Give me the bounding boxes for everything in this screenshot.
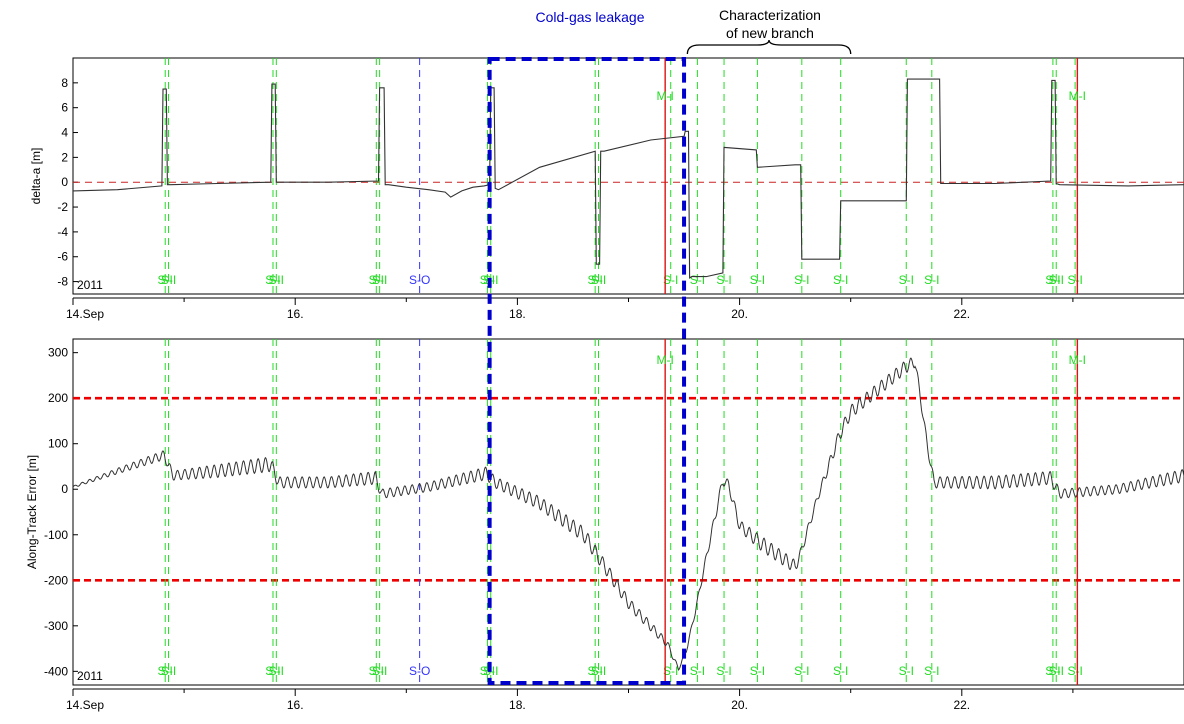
event-marker-label: S-I xyxy=(269,273,284,287)
threshold-lines xyxy=(73,396,1184,582)
event-marker-label: S-I xyxy=(591,664,606,678)
event-marker-label: S-I xyxy=(1049,664,1064,678)
maneuver-label: M-I xyxy=(656,353,673,367)
delta-a-maneuver-markers: M-I M-I xyxy=(656,58,1086,294)
maneuver-label: M-I xyxy=(1069,89,1086,103)
x-tick-label: 16. xyxy=(287,698,304,712)
event-marker-label: S-I xyxy=(794,664,809,678)
event-marker-label: S-I xyxy=(1045,273,1060,287)
leakage-annotation: Cold-gas leakage xyxy=(536,9,645,25)
event-marker-label: S-I xyxy=(161,273,176,287)
event-marker-label: S-I xyxy=(158,664,173,678)
y-tick-label: 100 xyxy=(48,437,68,451)
along-track-series-line xyxy=(72,357,1184,671)
y-tick-label: 8 xyxy=(61,76,68,90)
branch-annotation-line1: Characterization xyxy=(719,7,821,23)
event-marker-label: S-I xyxy=(1045,664,1060,678)
event-marker-label: S-I xyxy=(663,664,678,678)
y-tick-label: 2 xyxy=(61,150,68,164)
x-tick-label: 20. xyxy=(731,698,748,712)
along-track-maneuver-markers: M-I M-I xyxy=(656,339,1086,685)
along-track-panel: -400 -300 -200 -100 0 100 200 300 14.Sep 16. 18. 2… xyxy=(25,338,1184,712)
event-marker-label: S-O xyxy=(409,273,430,287)
x-tick-label: 14.Sep xyxy=(66,307,104,321)
event-marker-label: S-O xyxy=(409,664,430,678)
event-marker-label: S-I xyxy=(1067,273,1082,287)
y-tick-label: -6 xyxy=(57,250,68,264)
event-marker-label: S-I xyxy=(716,273,731,287)
x-tick-label: 14.Sep xyxy=(66,698,104,712)
event-marker-label: S-I xyxy=(833,664,848,678)
y-tick-label: 200 xyxy=(48,391,68,405)
y-tick-label: -200 xyxy=(44,573,68,587)
x-tick-label: 18. xyxy=(509,307,526,321)
event-marker-label: S-I xyxy=(1067,664,1082,678)
y-tick-label: -2 xyxy=(57,200,68,214)
event-marker-label: S-I xyxy=(899,664,914,678)
delta-a-series-line xyxy=(72,78,1184,279)
along-track-event-markers: S-IS-I S-IS-I S-IS-I S-O S-IS-I S-IS-I S-I S-I S… xyxy=(158,339,1083,685)
event-marker-label: S-I xyxy=(1049,273,1064,287)
maneuver-label: M-I xyxy=(656,89,673,103)
event-marker-label: S-I xyxy=(750,273,765,287)
y-tick-label: 0 xyxy=(61,175,68,189)
event-marker-label: S-I xyxy=(372,664,387,678)
cold-gas-leakage-box xyxy=(487,57,687,685)
along-track-plot-frame xyxy=(72,338,1184,686)
y-tick-label: -100 xyxy=(44,528,68,542)
y-tick-label: 6 xyxy=(61,101,68,115)
y-tick-label: -400 xyxy=(44,664,68,678)
x-tick-label: 20. xyxy=(731,307,748,321)
event-marker-label: S-I xyxy=(161,664,176,678)
along-track-year-label: 2011 xyxy=(77,669,103,683)
y-tick-label: 0 xyxy=(61,482,68,496)
delta-a-y-label: delta-a [m] xyxy=(29,148,43,205)
x-tick-label: 16. xyxy=(287,307,304,321)
event-marker-label: S-I xyxy=(158,273,173,287)
delta-a-year-label: 2011 xyxy=(77,278,103,292)
delta-a-plot-frame xyxy=(72,57,1184,295)
event-marker-label: S-I xyxy=(924,273,939,287)
along-track-y-label: Along-Track Error [m] xyxy=(25,455,39,569)
y-tick-label: -4 xyxy=(57,225,68,239)
along-track-y-ticks: -400 -300 -200 -100 0 100 200 300 xyxy=(44,346,78,678)
event-marker-label: S-I xyxy=(372,273,387,287)
event-marker-label: S-I xyxy=(269,664,284,678)
event-marker-label: S-I xyxy=(833,273,848,287)
x-tick-label: 22. xyxy=(953,307,970,321)
event-marker-label: S-I xyxy=(587,273,602,287)
event-marker-label: S-I xyxy=(663,273,678,287)
branch-brace xyxy=(686,39,852,55)
event-marker-label: S-I xyxy=(265,664,280,678)
event-marker-label: S-I xyxy=(690,273,705,287)
event-marker-label: S-I xyxy=(369,664,384,678)
delta-a-y-ticks: -8 -6 -4 -2 0 2 4 6 8 xyxy=(57,76,78,289)
x-tick-label: 18. xyxy=(509,698,526,712)
event-marker-label: S-I xyxy=(716,664,731,678)
x-tick-label: 22. xyxy=(953,698,970,712)
event-marker-label: S-I xyxy=(750,664,765,678)
y-tick-label: -8 xyxy=(57,275,68,289)
y-tick-label: 300 xyxy=(48,346,68,360)
event-marker-label: S-I xyxy=(369,273,384,287)
event-marker-label: S-I xyxy=(899,273,914,287)
delta-a-x-axis: 14.Sep 16. 18. 20. 22. xyxy=(66,297,1184,321)
event-marker-label: S-I xyxy=(587,664,602,678)
event-marker-label: S-I xyxy=(690,664,705,678)
event-marker-label: S-I xyxy=(265,273,280,287)
y-tick-label: -300 xyxy=(44,619,68,633)
maneuver-label: M-I xyxy=(1069,353,1086,367)
branch-annotation-line2: of new branch xyxy=(726,25,814,41)
y-tick-label: 4 xyxy=(61,126,68,140)
event-marker-label: S-I xyxy=(591,273,606,287)
delta-a-event-markers: S-IS-I S-IS-I S-IS-I S-O S-IS-I S-IS-I S-I S-I S… xyxy=(158,58,1083,294)
event-marker-label: S-I xyxy=(924,664,939,678)
event-marker-label: S-I xyxy=(794,273,809,287)
along-track-x-axis: 14.Sep 16. 18. 20. 22. xyxy=(66,688,1184,712)
